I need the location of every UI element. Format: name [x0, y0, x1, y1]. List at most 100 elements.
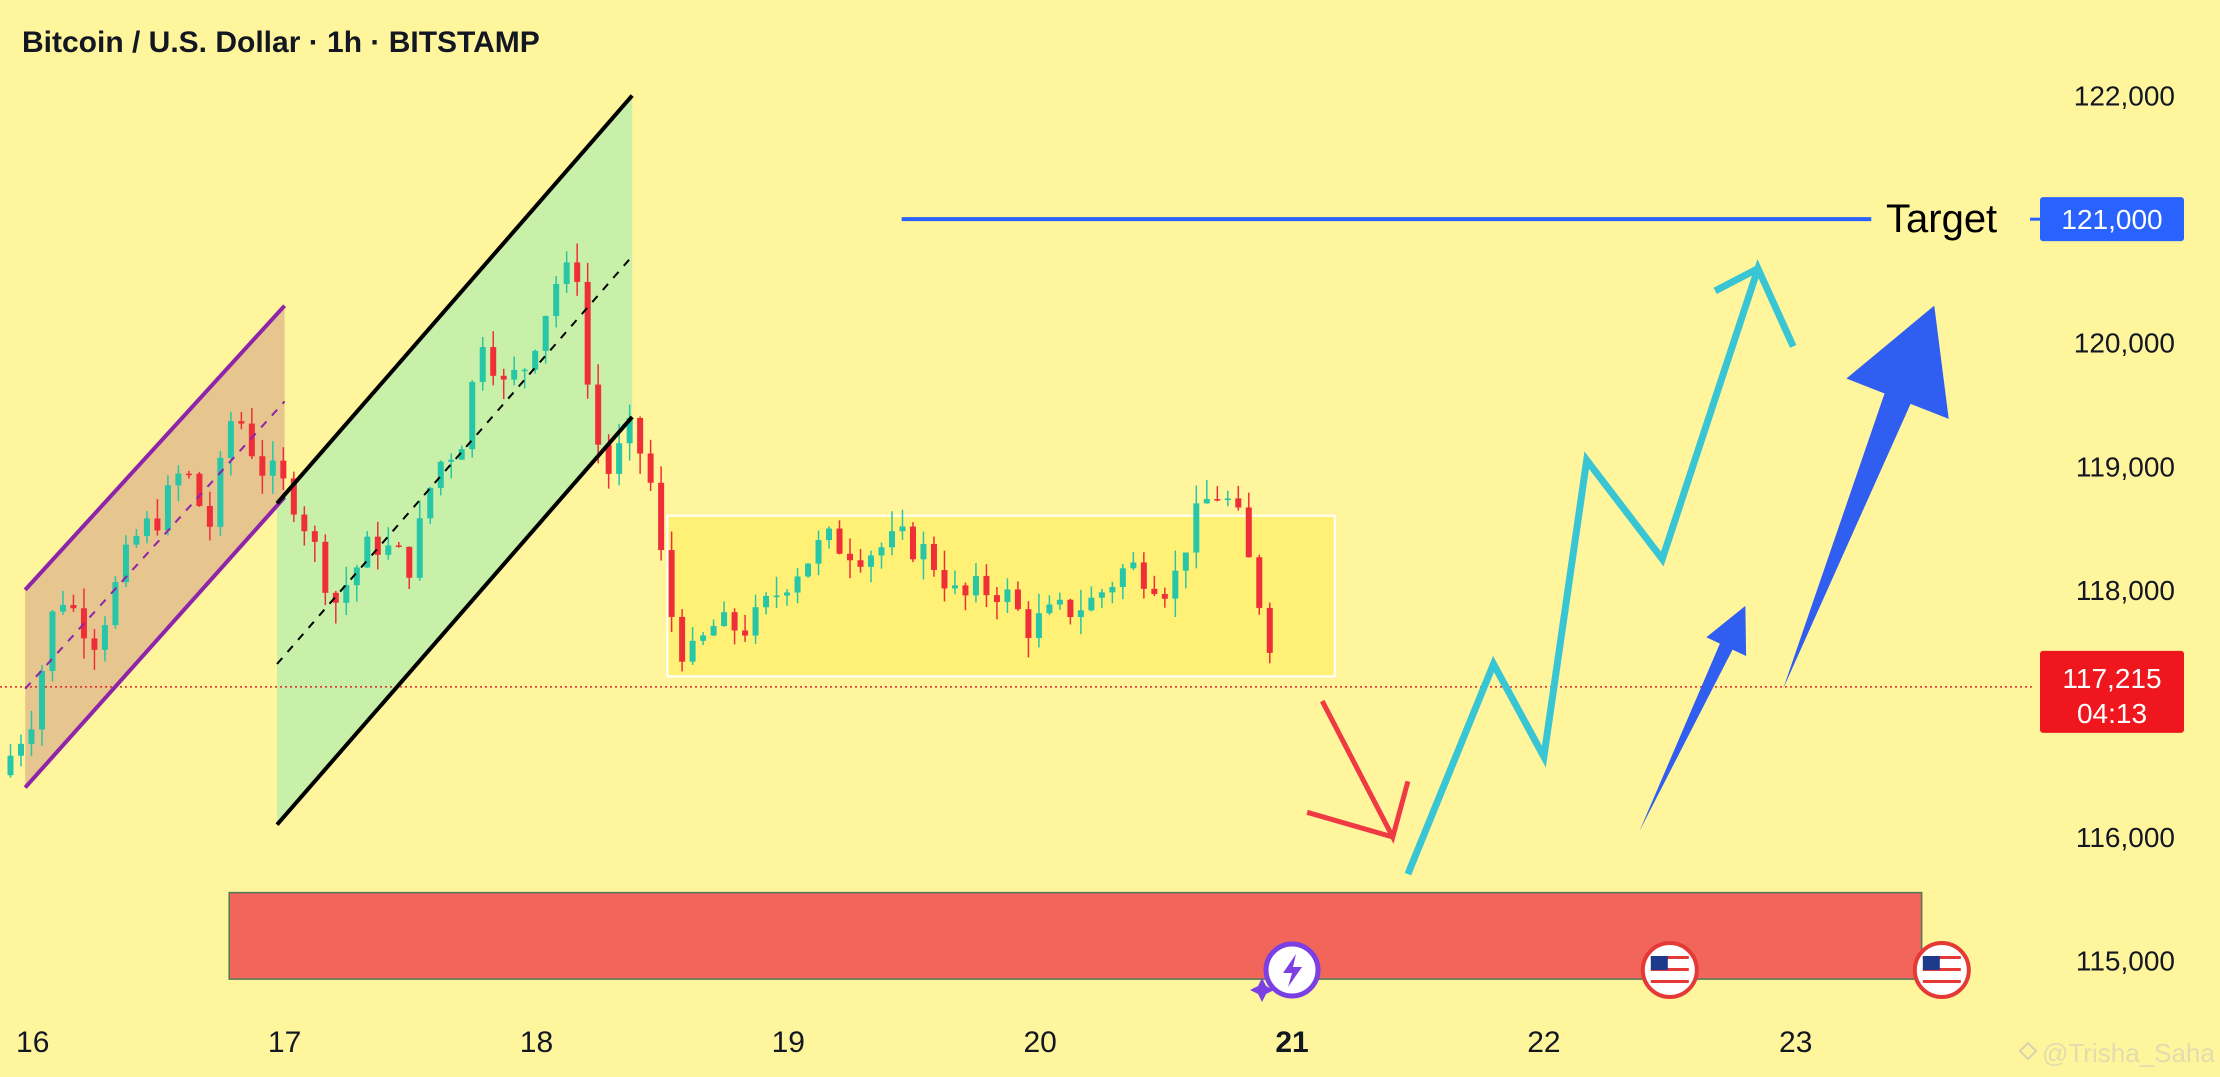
candle[interactable]	[1224, 490, 1231, 507]
candle[interactable]	[731, 608, 738, 645]
candle[interactable]	[1035, 593, 1042, 648]
candle[interactable]	[584, 262, 591, 399]
candle[interactable]	[112, 576, 119, 629]
candle[interactable]	[437, 460, 444, 496]
candle[interactable]	[1172, 550, 1179, 618]
candle[interactable]	[1130, 552, 1137, 571]
candle[interactable]	[511, 356, 518, 386]
candle[interactable]	[784, 589, 791, 606]
candle[interactable]	[1235, 485, 1242, 511]
candle[interactable]	[227, 411, 234, 476]
candle[interactable]	[269, 441, 276, 494]
candle[interactable]	[836, 520, 843, 555]
candle[interactable]	[710, 619, 717, 636]
candle[interactable]	[1056, 592, 1063, 610]
candle[interactable]	[574, 243, 581, 296]
candle[interactable]	[1193, 485, 1200, 569]
candle[interactable]	[154, 499, 161, 536]
candle[interactable]	[49, 609, 56, 682]
candle[interactable]	[1014, 581, 1021, 612]
candle[interactable]	[248, 408, 255, 459]
candle[interactable]	[773, 576, 780, 608]
candle[interactable]	[972, 563, 979, 603]
candle[interactable]	[689, 627, 696, 665]
candle[interactable]	[353, 564, 360, 602]
candle[interactable]	[1140, 552, 1147, 599]
candle[interactable]	[322, 534, 329, 606]
candle[interactable]	[542, 315, 549, 364]
candle[interactable]	[17, 734, 24, 767]
candle[interactable]	[332, 590, 339, 624]
candle[interactable]	[500, 368, 507, 400]
candle[interactable]	[847, 538, 854, 579]
candle[interactable]	[878, 542, 885, 569]
candle[interactable]	[238, 411, 245, 430]
candle[interactable]	[1245, 492, 1252, 558]
candle[interactable]	[448, 453, 455, 479]
candle[interactable]	[164, 475, 171, 536]
candle[interactable]	[983, 564, 990, 608]
candle[interactable]	[742, 614, 749, 642]
price-axis[interactable]: 122,000 120,000 119,000 118,000 116,000 115,0…	[2040, 81, 2184, 977]
candle[interactable]	[458, 445, 465, 460]
candle[interactable]	[930, 536, 937, 577]
channel-2-lower-line[interactable]	[275, 415, 634, 826]
candle[interactable]	[290, 471, 297, 523]
candle[interactable]	[888, 511, 895, 556]
candle[interactable]	[1256, 554, 1263, 615]
candle[interactable]	[196, 471, 203, 508]
candle[interactable]	[1046, 595, 1053, 616]
demand-zone-box[interactable]	[228, 891, 1923, 980]
candle[interactable]	[343, 566, 350, 616]
candle[interactable]	[374, 521, 381, 570]
candle[interactable]	[1214, 486, 1221, 502]
lightning-icon[interactable]	[1250, 941, 1321, 1002]
candle[interactable]	[532, 349, 539, 374]
candle[interactable]	[763, 592, 770, 615]
economic-events[interactable]	[1250, 941, 1971, 1002]
candle[interactable]	[826, 526, 833, 549]
candle[interactable]	[406, 546, 413, 590]
us-flag-icon[interactable]	[1640, 941, 1699, 999]
candle[interactable]	[595, 364, 602, 464]
candle[interactable]	[721, 601, 728, 627]
candle[interactable]	[521, 368, 528, 389]
candle[interactable]	[857, 548, 864, 573]
candle[interactable]	[28, 710, 35, 757]
candle[interactable]	[752, 594, 759, 644]
candle[interactable]	[427, 486, 434, 525]
channel-2-upper-line[interactable]	[275, 94, 634, 505]
candle[interactable]	[951, 570, 958, 595]
big-up-arrow[interactable]	[1783, 305, 1949, 689]
candle[interactable]	[1109, 581, 1116, 604]
candle[interactable]	[185, 470, 192, 479]
candle[interactable]	[1119, 563, 1126, 600]
chart-title[interactable]: Bitcoin / U.S. Dollar · 1h · BITSTAMP	[22, 26, 540, 59]
candle[interactable]	[868, 550, 875, 583]
current-price-badge[interactable]: 117,215 04:13	[2040, 650, 2184, 733]
candle[interactable]	[1266, 602, 1273, 664]
candle[interactable]	[311, 525, 318, 562]
candle[interactable]	[941, 550, 948, 602]
candle[interactable]	[395, 541, 402, 548]
channel-1-upper-line[interactable]	[23, 304, 287, 592]
candle[interactable]	[815, 530, 822, 576]
candle[interactable]	[647, 439, 654, 492]
candle[interactable]	[668, 531, 675, 633]
candle[interactable]	[1182, 552, 1189, 589]
candle[interactable]	[1088, 586, 1095, 612]
small-up-arrow[interactable]	[1639, 605, 1747, 831]
candle[interactable]	[259, 440, 266, 494]
candle[interactable]	[794, 568, 801, 604]
candle[interactable]	[175, 465, 182, 502]
candle[interactable]	[993, 586, 1000, 620]
target-price-badge[interactable]: 121,000	[2040, 197, 2184, 242]
candle[interactable]	[658, 466, 665, 561]
time-axis[interactable]: 16 17 18 19 20 21 22 23	[16, 1026, 1812, 1059]
candle[interactable]	[626, 404, 633, 461]
candle[interactable]	[301, 506, 308, 546]
candle[interactable]	[217, 451, 224, 536]
candle[interactable]	[490, 331, 497, 386]
candle[interactable]	[637, 416, 644, 474]
candle[interactable]	[1067, 598, 1074, 625]
